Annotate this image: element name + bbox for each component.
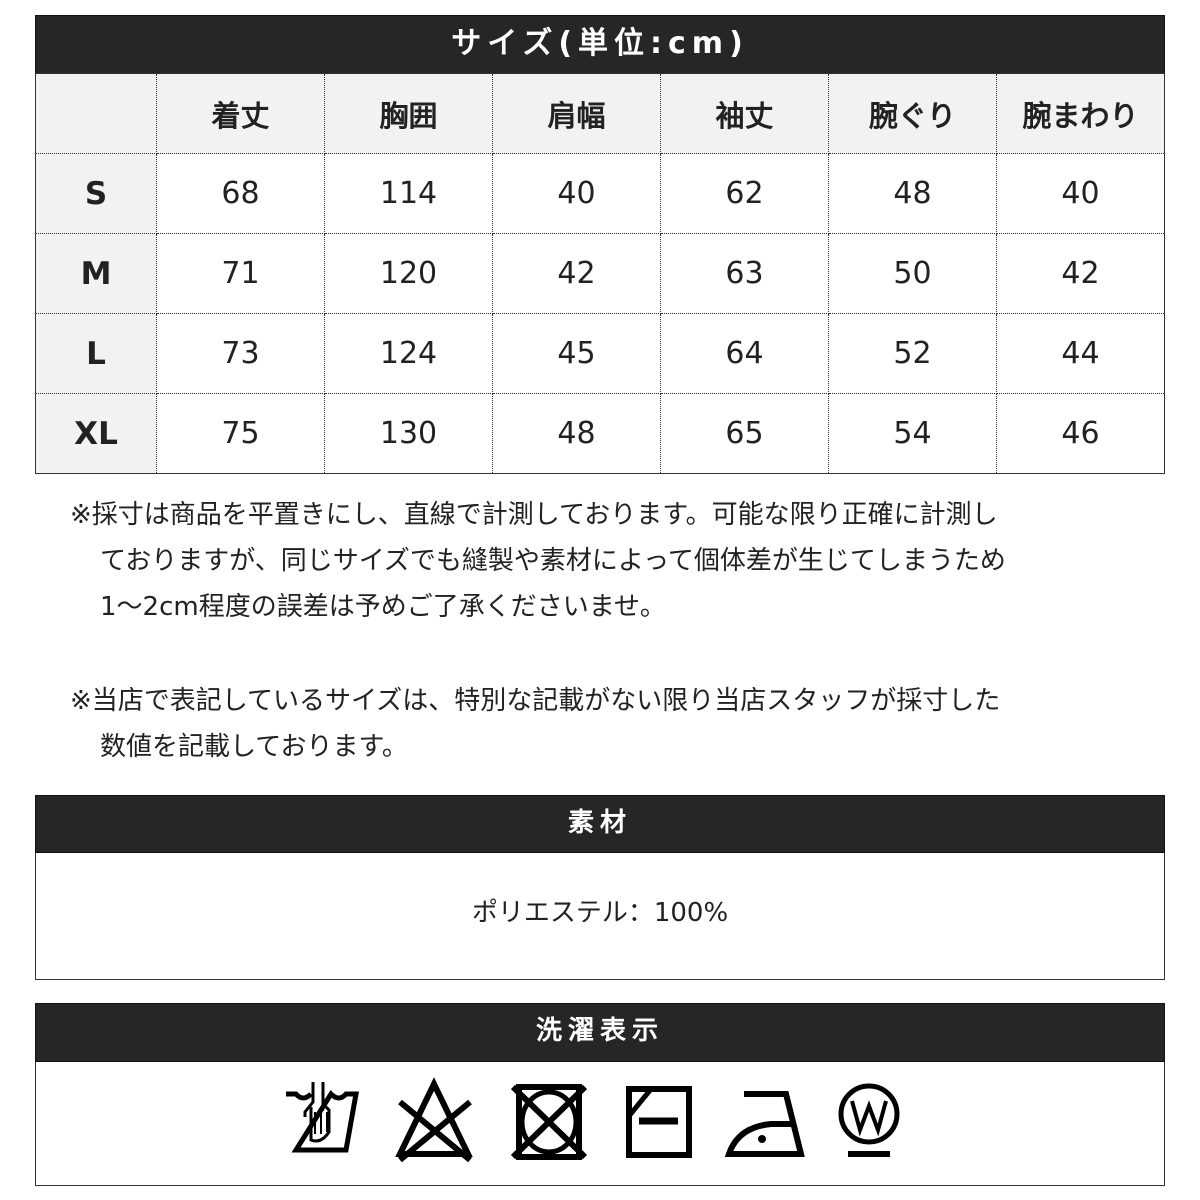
note-line: ※採寸は商品を平置きにし、直線で計測しております。可能な限り正確に計測し bbox=[70, 500, 998, 530]
note-line: 数値を記載しております。 bbox=[100, 732, 408, 762]
table-cell: 62 bbox=[660, 153, 829, 234]
column-header bbox=[35, 73, 157, 154]
size-label: L bbox=[35, 313, 157, 394]
washing-box bbox=[35, 1062, 1165, 1186]
no-tumble-dry-icon bbox=[510, 1084, 588, 1160]
column-header: 腕ぐり bbox=[828, 73, 997, 154]
table-cell: 73 bbox=[156, 313, 325, 394]
table-cell: 71 bbox=[156, 233, 325, 314]
table-cell: 65 bbox=[660, 393, 829, 474]
table-cell: 130 bbox=[324, 393, 493, 474]
table-cell: 52 bbox=[828, 313, 997, 394]
size-label: M bbox=[35, 233, 157, 314]
note-line: 1～2cm程度の誤差は予めご了承くださいませ。 bbox=[100, 592, 666, 622]
table-row: M 71 120 42 63 50 42 bbox=[35, 233, 1165, 314]
material-box: ポリエステル：100% bbox=[35, 853, 1165, 980]
column-header: 肩幅 bbox=[492, 73, 661, 154]
table-cell: 50 bbox=[828, 233, 997, 314]
wet-clean-icon bbox=[838, 1083, 900, 1157]
table-cell: 48 bbox=[828, 153, 997, 234]
note-line: ておりますが、同じサイズでも縫製や素材によって個体差が生じてしまうため bbox=[100, 546, 1006, 576]
table-row: XL 75 130 48 65 54 46 bbox=[35, 393, 1165, 474]
column-header: 着丈 bbox=[156, 73, 325, 154]
table-row: L 73 124 45 64 52 44 bbox=[35, 313, 1165, 394]
table-cell: 64 bbox=[660, 313, 829, 394]
no-bleach-icon bbox=[395, 1077, 473, 1163]
size-table: 着丈 胸囲 肩幅 袖丈 腕ぐり 腕まわり S 68 114 40 62 48 40 M 71 120 42 63 5… bbox=[35, 73, 1165, 474]
size-label: XL bbox=[35, 393, 157, 474]
table-cell: 75 bbox=[156, 393, 325, 474]
table-cell: 124 bbox=[324, 313, 493, 394]
table-cell: 63 bbox=[660, 233, 829, 314]
table-cell: 120 bbox=[324, 233, 493, 314]
table-cell: 54 bbox=[828, 393, 997, 474]
table-cell: 44 bbox=[996, 313, 1165, 394]
header-row: 着丈 胸囲 肩幅 袖丈 腕ぐり 腕まわり bbox=[35, 73, 1165, 154]
table-cell: 40 bbox=[996, 153, 1165, 234]
column-header: 袖丈 bbox=[660, 73, 829, 154]
table-cell: 40 bbox=[492, 153, 661, 234]
washing-title: 洗濯表示 bbox=[35, 1003, 1165, 1062]
iron-low-icon bbox=[724, 1091, 805, 1157]
size-table-title: サイズ(単位:cm) bbox=[35, 15, 1165, 74]
size-label: S bbox=[35, 153, 157, 234]
note-measurement: ※採寸は商品を平置きにし、直線で計測しております。可能な限り正確に計測し ており… bbox=[70, 492, 1130, 630]
table-cell: 114 bbox=[324, 153, 493, 234]
column-header: 胸囲 bbox=[324, 73, 493, 154]
material-value: ポリエステル：100% bbox=[471, 898, 729, 928]
table-cell: 42 bbox=[996, 233, 1165, 314]
table-cell: 45 bbox=[492, 313, 661, 394]
note-size-source: ※当店で表記しているサイズは、特別な記載がない限り当店スタッフが採寸した 数値を… bbox=[70, 678, 1130, 770]
table-cell: 48 bbox=[492, 393, 661, 474]
table-cell: 46 bbox=[996, 393, 1165, 474]
material-title: 素材 bbox=[35, 795, 1165, 853]
column-header: 腕まわり bbox=[996, 73, 1165, 154]
table-cell: 42 bbox=[492, 233, 661, 314]
table-cell: 68 bbox=[156, 153, 325, 234]
hand-wash-icon bbox=[286, 1082, 359, 1153]
note-line: ※当店で表記しているサイズは、特別な記載がない限り当店スタッフが採寸した bbox=[70, 686, 1001, 716]
table-row: S 68 114 40 62 48 40 bbox=[35, 153, 1165, 234]
line-dry-shade-icon bbox=[626, 1086, 692, 1158]
